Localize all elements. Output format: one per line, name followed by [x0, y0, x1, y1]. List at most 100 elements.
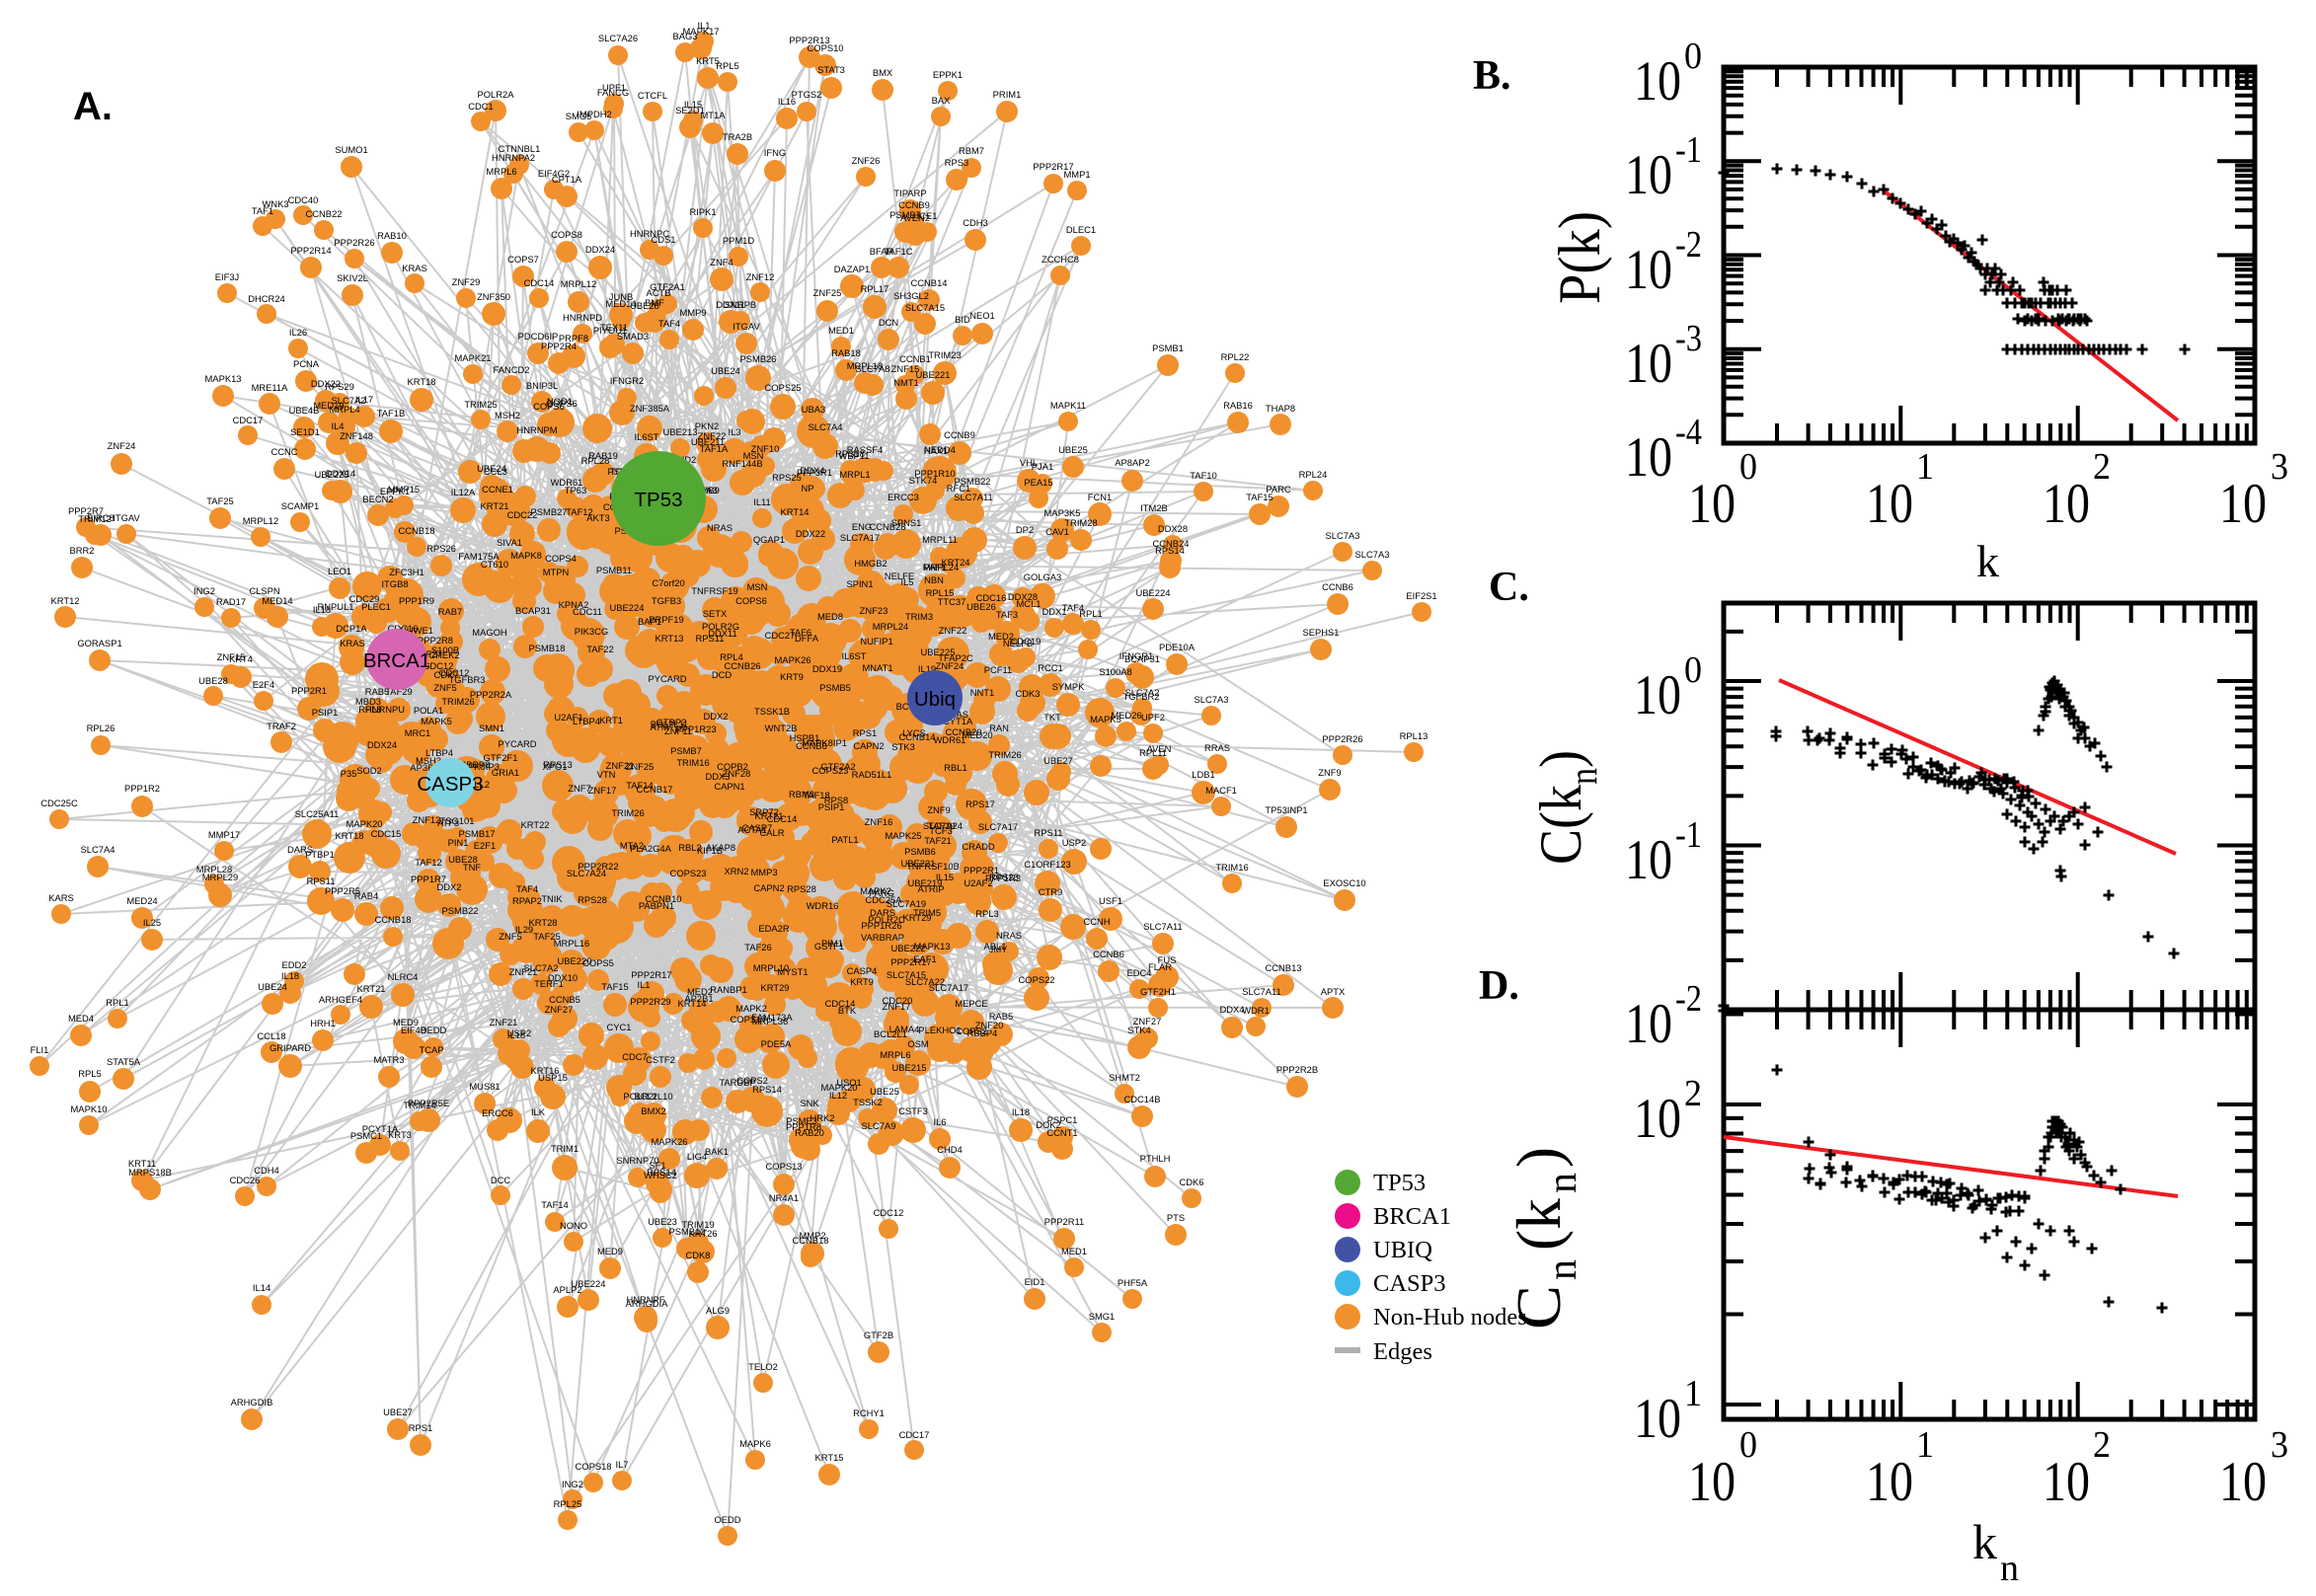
svg-text:KRAS: KRAS [340, 638, 365, 648]
svg-text:TAF25: TAF25 [533, 931, 560, 942]
svg-text:MRPL10: MRPL10 [753, 962, 789, 973]
svg-text:PTBP1: PTBP1 [305, 849, 335, 860]
svg-text:RAB4: RAB4 [354, 890, 379, 901]
svg-text:SMG5: SMG5 [566, 111, 592, 121]
svg-text:MED1: MED1 [828, 325, 854, 336]
svg-text:UBE220: UBE220 [558, 955, 592, 966]
svg-text:ITM2B: ITM2B [1140, 502, 1168, 513]
svg-text:RANBP1: RANBP1 [710, 984, 747, 995]
svg-text:UBE24: UBE24 [711, 365, 740, 376]
svg-text:ITGAV: ITGAV [733, 321, 760, 332]
svg-text:MATR3: MATR3 [373, 1054, 404, 1065]
svg-text:ARHGDIB: ARHGDIB [231, 1397, 273, 1407]
svg-text:B.: B. [1473, 53, 1511, 99]
svg-text:RBM3: RBM3 [789, 789, 814, 799]
svg-text:SE1D1: SE1D1 [290, 426, 320, 437]
svg-text:CCNB22: CCNB22 [306, 208, 343, 219]
svg-text:QGAP1: QGAP1 [753, 534, 785, 545]
svg-text:TAF29: TAF29 [385, 686, 412, 697]
svg-text:TP53: TP53 [1373, 1170, 1426, 1196]
svg-text:KRT24: KRT24 [941, 557, 969, 568]
svg-text:ENG: ENG [852, 521, 872, 532]
svg-text:TP53INP1: TP53INP1 [1265, 804, 1307, 815]
svg-text:ATM: ATM [650, 722, 668, 732]
svg-text:DFFA: DFFA [795, 633, 819, 644]
svg-text:UBE26: UBE26 [966, 601, 996, 612]
svg-text:IL6ST: IL6ST [634, 431, 658, 442]
svg-text:DDX14: DDX14 [326, 468, 355, 479]
svg-text:TAF3: TAF3 [996, 609, 1018, 620]
svg-text:COPS5: COPS5 [582, 957, 614, 968]
svg-text:TRIM26: TRIM26 [611, 807, 644, 818]
svg-text:PHF5A: PHF5A [1118, 1277, 1148, 1288]
svg-text:Edges: Edges [1373, 1338, 1432, 1365]
svg-text:CHD4: CHD4 [937, 1144, 963, 1155]
svg-text:PLEC1: PLEC1 [361, 601, 391, 612]
svg-text:10: 10 [1625, 426, 1672, 489]
svg-text:KRT15: KRT15 [814, 1452, 843, 1463]
svg-text:IL5: IL5 [900, 576, 913, 587]
svg-text:SETX: SETX [703, 608, 728, 619]
svg-text:KRT28: KRT28 [528, 917, 557, 928]
svg-text:RPL8: RPL8 [358, 704, 381, 715]
svg-text:PPP2R1: PPP2R1 [291, 685, 327, 696]
svg-text:SRP72: SRP72 [749, 806, 779, 817]
svg-text:PRPF19: PRPF19 [649, 614, 683, 625]
svg-text:TAF12: TAF12 [566, 506, 592, 517]
svg-text:2: 2 [2093, 1424, 2111, 1466]
svg-text:MRPS18B: MRPS18B [128, 1167, 172, 1178]
svg-text:USO1: USO1 [836, 1077, 862, 1088]
svg-text:CDC14: CDC14 [825, 998, 856, 1009]
svg-text:SIVA1: SIVA1 [497, 537, 522, 548]
svg-text:TAF15: TAF15 [601, 981, 628, 992]
svg-text:DOK2: DOK2 [1036, 1119, 1061, 1130]
svg-text:BMF: BMF [645, 297, 664, 308]
svg-text:AVEN: AVEN [1147, 743, 1172, 754]
svg-text:CLSPN: CLSPN [249, 585, 279, 596]
svg-text:IMPDH2: IMPDH2 [577, 109, 611, 119]
svg-text:KIF1B: KIF1B [697, 845, 723, 856]
svg-text:TSG101: TSG101 [440, 815, 475, 826]
svg-text:ING2: ING2 [562, 1479, 583, 1489]
svg-text:CDC14: CDC14 [524, 277, 555, 288]
svg-text:CCNB26: CCNB26 [725, 660, 761, 671]
svg-text:NRAS: NRAS [707, 522, 733, 533]
svg-text:RPS23: RPS23 [989, 872, 1019, 882]
svg-text:0: 0 [1684, 36, 1702, 77]
svg-text:AP3B1: AP3B1 [410, 762, 438, 773]
svg-text:ZNF27: ZNF27 [545, 1004, 574, 1015]
svg-text:BIRC8: BIRC8 [87, 512, 115, 523]
svg-text:IL14: IL14 [253, 1282, 270, 1293]
svg-text:TAF22: TAF22 [586, 644, 613, 654]
svg-text:APTX: APTX [1321, 986, 1346, 997]
svg-text:MAPK8IP3: MAPK8IP3 [454, 761, 500, 772]
svg-text:TAF15: TAF15 [1246, 492, 1273, 502]
svg-text:CCNB20: CCNB20 [946, 726, 982, 737]
svg-text:TRIM14: TRIM14 [403, 1100, 435, 1110]
svg-text:UBE28: UBE28 [630, 300, 659, 311]
svg-text:10: 10 [1634, 664, 1681, 726]
svg-text:PDCD6IP: PDCD6IP [518, 331, 559, 342]
svg-text:UBE221: UBE221 [901, 858, 936, 869]
svg-text:TGFB3: TGFB3 [652, 595, 681, 606]
svg-text:3: 3 [2271, 446, 2288, 488]
svg-text:GRIA1: GRIA1 [492, 767, 519, 778]
svg-text:RPL4: RPL4 [720, 651, 742, 662]
svg-text:CCNB18: CCNB18 [399, 525, 435, 536]
svg-text:ZNF25: ZNF25 [813, 287, 842, 298]
svg-text:PSIP1: PSIP1 [818, 801, 845, 812]
svg-text:TRIM16: TRIM16 [1215, 862, 1248, 873]
svg-text:COPS6: COPS6 [546, 398, 578, 409]
svg-text:ZNF7: ZNF7 [568, 783, 590, 794]
svg-text:PPP2R26: PPP2R26 [334, 237, 374, 248]
svg-text:PPP2R5: PPP2R5 [325, 885, 360, 896]
svg-text:ZNF27: ZNF27 [1133, 1016, 1162, 1026]
svg-text:RPS28: RPS28 [578, 894, 607, 905]
svg-text:DDX28: DDX28 [1008, 591, 1038, 602]
svg-text:RPL1: RPL1 [1079, 608, 1102, 619]
svg-text:RBM7: RBM7 [959, 145, 984, 156]
svg-text:TARDBP: TARDBP [719, 1077, 755, 1088]
svg-text:MAPK20: MAPK20 [821, 1082, 858, 1093]
svg-text:SLC7A11: SLC7A11 [1143, 921, 1182, 932]
svg-text:RNPUL1: RNPUL1 [318, 601, 354, 612]
